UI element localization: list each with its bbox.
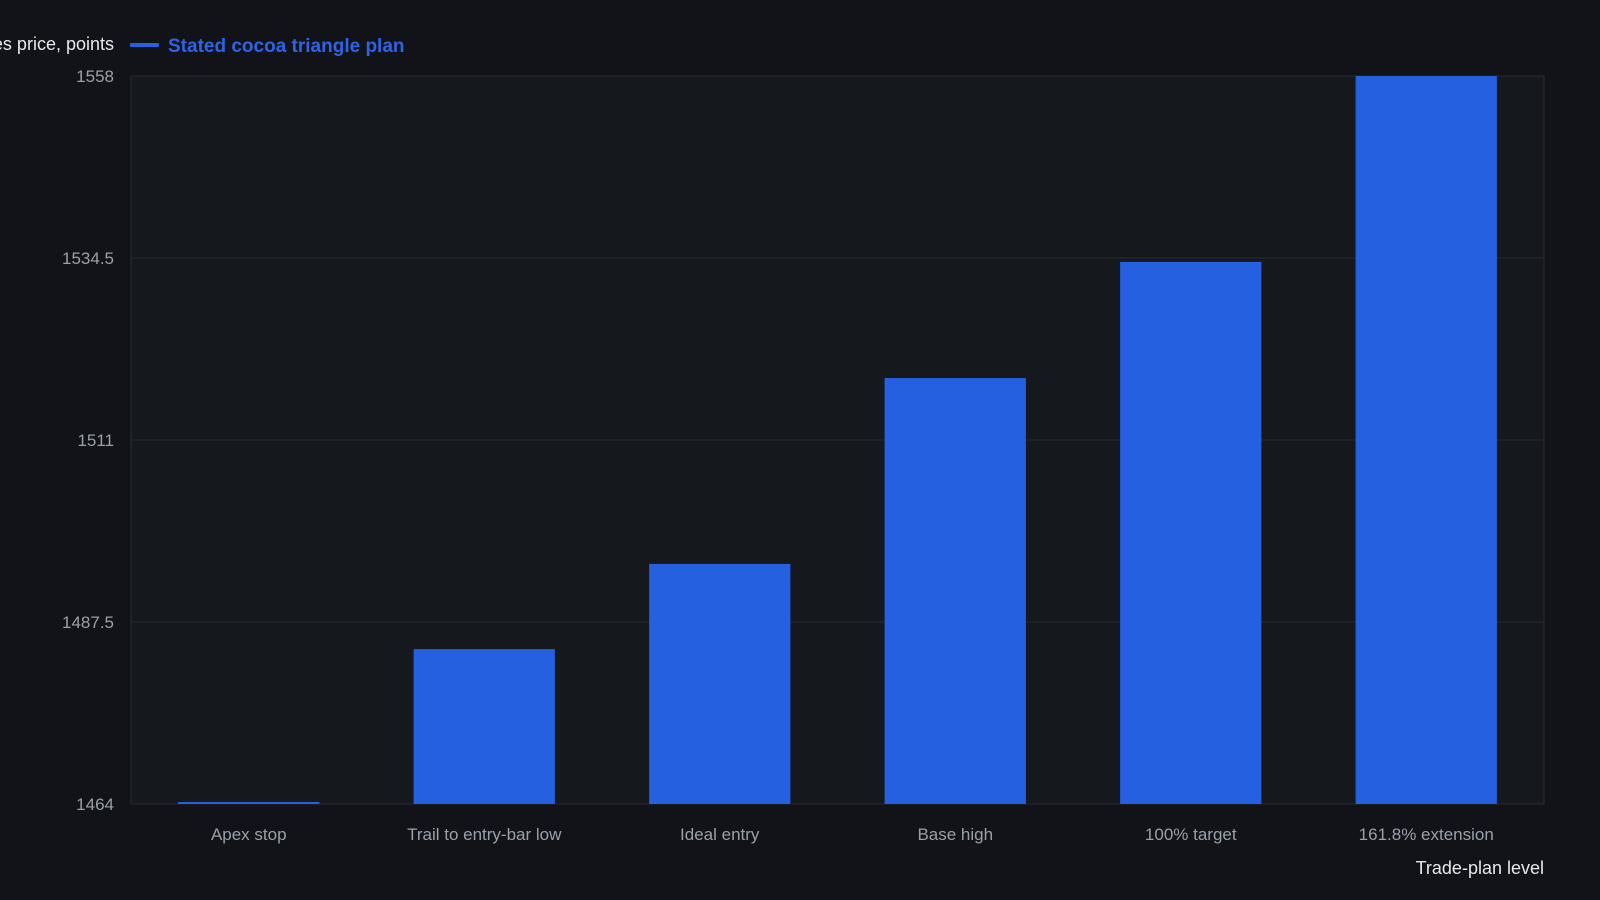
bar[interactable] [1120, 261, 1262, 805]
x-tick-label: Apex stop [211, 825, 287, 844]
bar[interactable] [1355, 76, 1497, 804]
bar[interactable] [884, 378, 1026, 804]
x-tick-label: Trail to entry-bar low [407, 825, 562, 844]
bar[interactable] [413, 649, 555, 804]
x-axis-ticks: Apex stop Trail to entry-bar low Ideal ent… [211, 825, 1494, 844]
x-axis-title: Trade-plan level [1416, 858, 1544, 878]
bar[interactable] [178, 802, 320, 804]
x-tick-label: Ideal entry [680, 825, 760, 844]
y-axis-ticks: 1464 1487.5 1511 1534.5 1558 [62, 67, 114, 814]
y-tick-label: 1534.5 [62, 249, 114, 268]
x-tick-label: 100% target [1145, 825, 1237, 844]
bar[interactable] [649, 563, 791, 804]
legend-swatch [130, 43, 159, 47]
x-tick-label: Base high [917, 825, 993, 844]
legend-label[interactable]: Stated cocoa triangle plan [168, 36, 405, 57]
legend: Stated cocoa triangle plan [130, 36, 405, 57]
x-tick-label: 161.8% extension [1359, 825, 1494, 844]
y-axis-title: Cocoa futures price, points [0, 34, 114, 54]
y-tick-label: 1511 [77, 431, 114, 450]
bars [178, 76, 1497, 805]
y-tick-label: 1558 [76, 67, 114, 86]
y-tick-label: 1487.5 [62, 613, 114, 632]
y-tick-label: 1464 [76, 795, 114, 814]
gridlines [131, 75, 1544, 805]
